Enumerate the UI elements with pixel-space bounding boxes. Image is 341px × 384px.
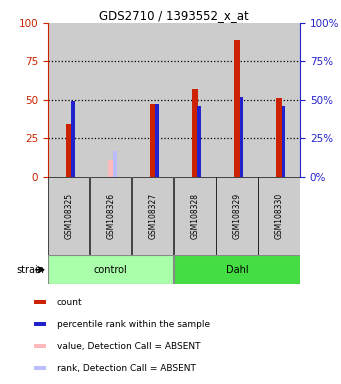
Bar: [174, 177, 216, 255]
Bar: [113, 151, 117, 177]
Text: Dahl: Dahl: [226, 265, 248, 275]
Bar: [174, 23, 216, 177]
Bar: [90, 23, 132, 177]
Bar: [34, 300, 46, 305]
Bar: [282, 106, 285, 177]
Text: strain: strain: [16, 265, 44, 275]
Bar: [34, 366, 46, 370]
Text: GSM108325: GSM108325: [64, 193, 73, 239]
Bar: [48, 23, 90, 177]
Bar: [132, 177, 174, 255]
Bar: [216, 23, 258, 177]
Text: control: control: [94, 265, 128, 275]
Bar: [234, 40, 240, 177]
Text: GSM108330: GSM108330: [275, 193, 284, 239]
Bar: [258, 177, 300, 255]
Bar: [71, 101, 75, 177]
Text: value, Detection Call = ABSENT: value, Detection Call = ABSENT: [57, 341, 200, 351]
Text: GSM108328: GSM108328: [190, 193, 199, 239]
Text: GSM108326: GSM108326: [106, 193, 115, 239]
Title: GDS2710 / 1393552_x_at: GDS2710 / 1393552_x_at: [99, 9, 249, 22]
Bar: [34, 344, 46, 348]
Text: GSM108329: GSM108329: [233, 193, 241, 239]
Bar: [132, 23, 174, 177]
Bar: [258, 23, 300, 177]
Bar: [48, 255, 174, 284]
Bar: [239, 97, 243, 177]
Bar: [150, 104, 155, 177]
Text: rank, Detection Call = ABSENT: rank, Detection Call = ABSENT: [57, 364, 195, 372]
Bar: [217, 177, 257, 255]
Bar: [34, 322, 46, 326]
Text: GSM108327: GSM108327: [148, 193, 158, 239]
Bar: [192, 89, 198, 177]
Bar: [108, 160, 114, 177]
Bar: [276, 98, 282, 177]
Bar: [174, 255, 300, 284]
Text: percentile rank within the sample: percentile rank within the sample: [57, 319, 210, 329]
Text: count: count: [57, 298, 82, 307]
Bar: [197, 106, 201, 177]
Bar: [48, 177, 89, 255]
Bar: [90, 177, 131, 255]
Bar: [155, 104, 159, 177]
Bar: [66, 124, 72, 177]
